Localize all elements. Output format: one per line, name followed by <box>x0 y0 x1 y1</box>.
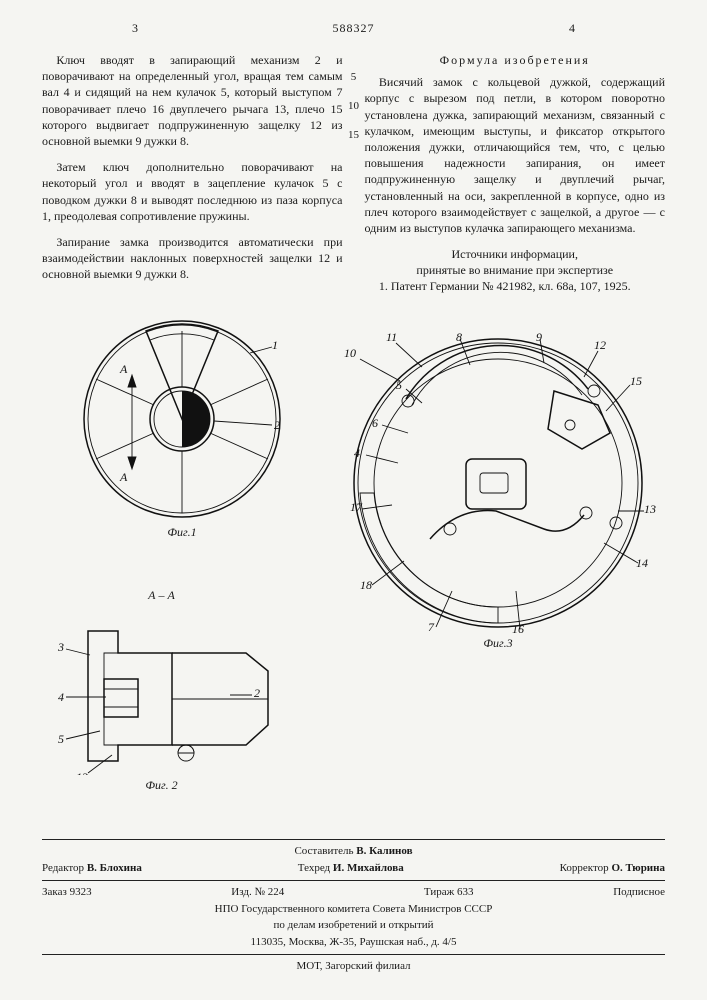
svg-text:15: 15 <box>630 374 642 388</box>
svg-text:18: 18 <box>360 578 372 592</box>
svg-text:6: 6 <box>372 416 378 430</box>
page-number-right: 4 <box>569 20 575 36</box>
ref-4: 4 <box>58 690 64 704</box>
svg-text:9: 9 <box>536 333 542 344</box>
svg-text:11: 11 <box>386 333 397 344</box>
svg-text:17: 17 <box>350 500 363 514</box>
svg-text:4: 4 <box>354 446 360 460</box>
fig1-disk: A A <box>84 321 280 517</box>
svg-text:13: 13 <box>644 502 656 516</box>
org-line-2: по делам изобретений и открытий <box>42 918 665 933</box>
imprint-block: Составитель В. Калинов Редактор В. Блохи… <box>42 835 665 976</box>
svg-text:7: 7 <box>428 620 435 633</box>
page-number-left: 3 <box>132 20 138 36</box>
fig2-section <box>66 631 268 773</box>
section-title: А – А <box>54 587 269 603</box>
line-marker: 15 <box>347 128 361 143</box>
paragraph: Запирание замка производится автоматичес… <box>42 234 343 283</box>
izd-line: Изд. № 224 <box>231 885 284 900</box>
claims-heading: Формула изобретения <box>365 52 666 68</box>
sources-heading: Источники информации, <box>365 246 666 262</box>
figure-1: A A 1 2 Фиг.1 <box>72 317 292 542</box>
paragraph: Ключ вводят в запирающий механизм 2 и по… <box>42 52 343 149</box>
org-line: НПО Государственного комитета Совета Мин… <box>42 902 665 917</box>
compiler-line: Составитель В. Калинов <box>294 844 412 859</box>
svg-text:16: 16 <box>512 622 524 633</box>
corrector-line: Корректор О. Тюрина <box>560 861 665 876</box>
left-column: Ключ вводят в запирающий механизм 2 и по… <box>42 52 343 305</box>
figure-3-caption: Фиг.3 <box>338 635 658 651</box>
source-item: 1. Патент Германии № 421982, кл. 68a, 10… <box>365 278 666 294</box>
svg-text:A: A <box>119 470 128 484</box>
svg-text:14: 14 <box>636 556 648 570</box>
ref-1: 1 <box>272 338 278 352</box>
line-marker: 10 <box>347 99 361 114</box>
tech-line: Техред И. Михайлова <box>298 861 404 876</box>
claim-text: Висячий замок с кольцевой дужкой, содерж… <box>365 74 666 236</box>
figure-2: А – А <box>54 587 269 779</box>
svg-text:8: 8 <box>456 333 462 344</box>
sources-subheading: принятые во внимание при экспертизе <box>365 262 666 278</box>
line-number-gutter: 5 10 15 <box>347 70 361 143</box>
figure-3: 10 8 11 9 12 15 5 6 4 17 18 7 16 13 14 Ф… <box>338 333 658 653</box>
paragraph: Затем ключ дополнительно поворачивают на… <box>42 159 343 224</box>
order-line: Заказ 9323 <box>42 885 92 900</box>
figure-1-caption: Фиг.1 <box>72 524 292 540</box>
figure-2-caption: Фиг. 2 <box>54 777 269 793</box>
ref-2b: 2 <box>254 686 260 700</box>
editor-line: Редактор В. Блохина <box>42 861 142 876</box>
ref-13: 13 <box>76 770 88 775</box>
ref-5: 5 <box>58 732 64 746</box>
ref-2: 2 <box>274 418 280 432</box>
svg-text:5: 5 <box>396 378 402 392</box>
address-line: 113035, Москва, Ж-35, Раушская наб., д. … <box>42 935 665 950</box>
svg-text:A: A <box>119 362 128 376</box>
svg-text:12: 12 <box>594 338 606 352</box>
page-header: 3 588327 4 <box>42 20 665 46</box>
svg-text:10: 10 <box>344 346 356 360</box>
tirazh-line: Тираж 633 <box>424 885 474 900</box>
printer-line: МОТ, Загорский филиал <box>42 959 665 974</box>
ref-3: 3 <box>57 640 64 654</box>
podpisnoe-line: Подписное <box>613 885 665 900</box>
figures-block: A A 1 2 Фиг.1 А – А <box>42 317 665 857</box>
right-column: Формула изобретения Висячий замок с коль… <box>365 52 666 305</box>
line-marker: 5 <box>347 70 361 85</box>
